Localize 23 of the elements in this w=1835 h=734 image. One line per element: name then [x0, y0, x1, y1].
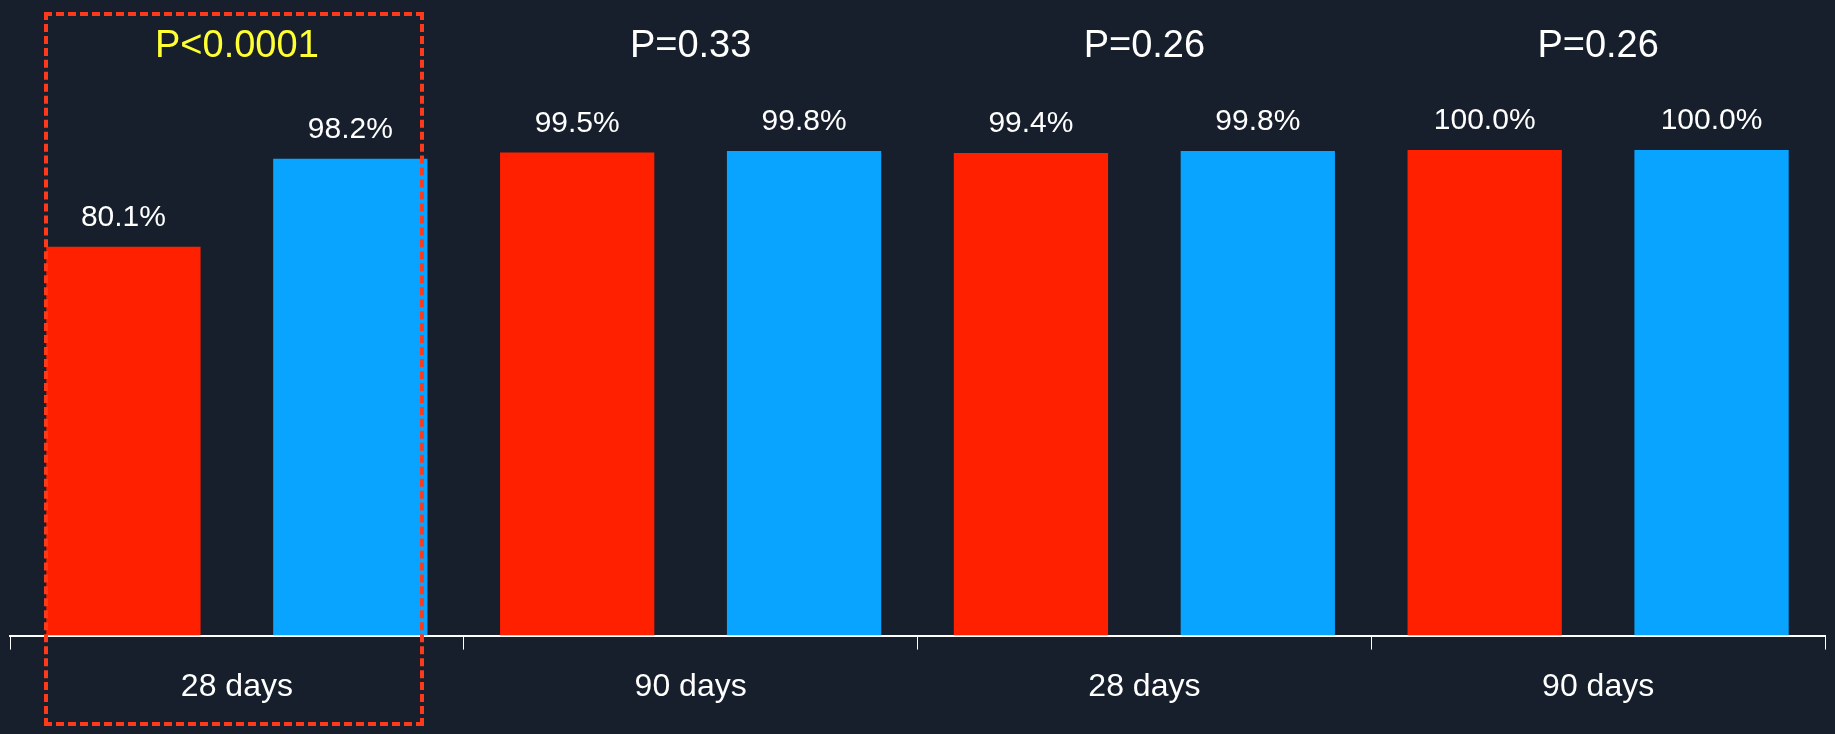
data-label: 100.0%	[1433, 102, 1536, 136]
bar	[1407, 150, 1562, 636]
data-label: 99.8%	[1215, 103, 1301, 137]
text: P<0.0001	[154, 23, 319, 66]
bar	[1634, 150, 1789, 636]
bar	[953, 152, 1109, 636]
bar	[1180, 150, 1335, 636]
text: P=0.26	[1537, 23, 1659, 66]
x-tick-label: 28 days	[180, 666, 293, 703]
text: P=0.33	[629, 23, 752, 66]
bar	[500, 152, 655, 636]
bar	[726, 150, 882, 636]
x-tick-label: 90 days	[1542, 666, 1655, 703]
data-label: 100.0%	[1660, 102, 1763, 136]
data-label: 99.5%	[534, 104, 620, 138]
text: P=0.26	[1083, 23, 1206, 66]
x-tick-label: 90 days	[634, 666, 747, 703]
bar	[46, 246, 201, 636]
x-tick-label: 28 days	[1088, 666, 1201, 703]
data-label: 99.4%	[988, 105, 1074, 139]
data-label: 98.2%	[307, 111, 393, 145]
data-label: 99.8%	[761, 103, 847, 137]
data-label: 80.1%	[80, 198, 166, 232]
